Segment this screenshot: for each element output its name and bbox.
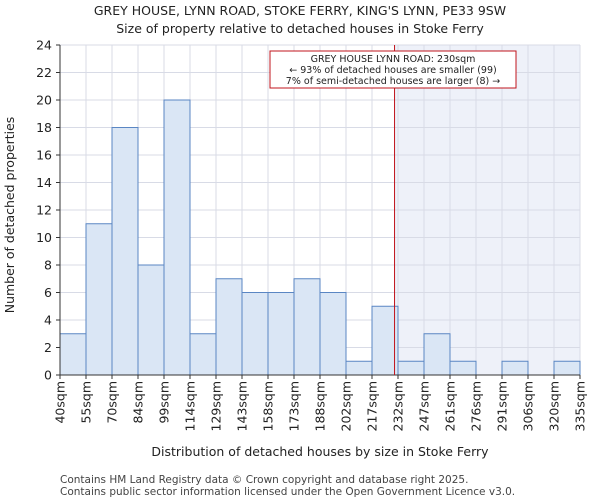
y-tick-label: 2 <box>44 340 52 355</box>
x-tick-label: 173sqm <box>287 381 302 431</box>
x-tick-label: 291sqm <box>495 381 510 431</box>
y-tick-label: 6 <box>44 285 52 300</box>
y-tick-label: 12 <box>36 203 52 218</box>
x-tick-label: 70sqm <box>105 381 120 424</box>
y-tick-label: 0 <box>44 368 52 383</box>
y-tick-label: 10 <box>36 230 52 245</box>
x-axis-label: Distribution of detached houses by size … <box>151 444 489 459</box>
y-axis-label: Number of detached properties <box>2 117 17 314</box>
x-tick-label: 202sqm <box>339 381 354 431</box>
bar <box>163 99 191 376</box>
x-tick-label: 40sqm <box>53 381 68 424</box>
x-tick-label: 188sqm <box>313 381 328 431</box>
x-tick-label: 247sqm <box>417 381 432 431</box>
x-tick-label: 232sqm <box>391 381 406 431</box>
x-tick-label: 276sqm <box>469 381 484 431</box>
y-tick-label: 18 <box>36 120 52 135</box>
chart-title: GREY HOUSE, LYNN ROAD, STOKE FERRY, KING… <box>94 3 506 18</box>
bar <box>423 333 451 376</box>
bar <box>137 264 165 376</box>
x-tick-label: 114sqm <box>183 381 198 431</box>
bar <box>449 360 477 376</box>
bar <box>215 278 243 376</box>
annotation-box <box>269 50 517 89</box>
x-tick-label: 55sqm <box>79 381 94 424</box>
y-tick-label: 4 <box>44 313 52 328</box>
y-tick-label: 14 <box>36 175 52 190</box>
bar <box>85 223 113 376</box>
bar <box>345 360 373 376</box>
y-tick-label: 24 <box>36 38 52 53</box>
x-tick-label: 99sqm <box>157 381 172 424</box>
bar <box>293 278 321 376</box>
footer-line-1: Contains HM Land Registry data © Crown c… <box>60 474 468 486</box>
x-tick-label: 217sqm <box>365 381 380 431</box>
y-tick-label: 8 <box>44 258 52 273</box>
bar <box>371 305 399 376</box>
bar <box>553 360 581 376</box>
bar <box>319 292 347 376</box>
bar <box>397 360 425 376</box>
bar <box>59 333 87 376</box>
y-tick-label: 20 <box>36 93 52 108</box>
x-tick-label: 306sqm <box>521 381 536 431</box>
bar <box>189 333 217 376</box>
bar <box>111 127 139 376</box>
x-tick-label: 143sqm <box>235 381 250 431</box>
y-tick-label: 16 <box>36 148 52 163</box>
x-tick-label: 158sqm <box>261 381 276 431</box>
bar <box>267 292 295 376</box>
bar <box>241 292 269 376</box>
x-tick-label: 320sqm <box>547 381 562 431</box>
y-tick-label: 22 <box>36 65 52 80</box>
x-tick-label: 129sqm <box>209 381 224 431</box>
x-tick-label: 84sqm <box>131 381 146 424</box>
annotation-line: 7% of semi-detached houses are larger (8… <box>286 76 500 87</box>
x-tick-label: 261sqm <box>443 381 458 431</box>
annotation-line: GREY HOUSE LYNN ROAD: 230sqm <box>311 54 476 65</box>
footer-line-2: Contains public sector information licen… <box>60 486 515 498</box>
x-tick-label: 335sqm <box>573 381 588 431</box>
chart-subtitle: Size of property relative to detached ho… <box>116 21 484 36</box>
annotation-line: ← 93% of detached houses are smaller (99… <box>289 65 496 76</box>
bar <box>501 360 529 376</box>
